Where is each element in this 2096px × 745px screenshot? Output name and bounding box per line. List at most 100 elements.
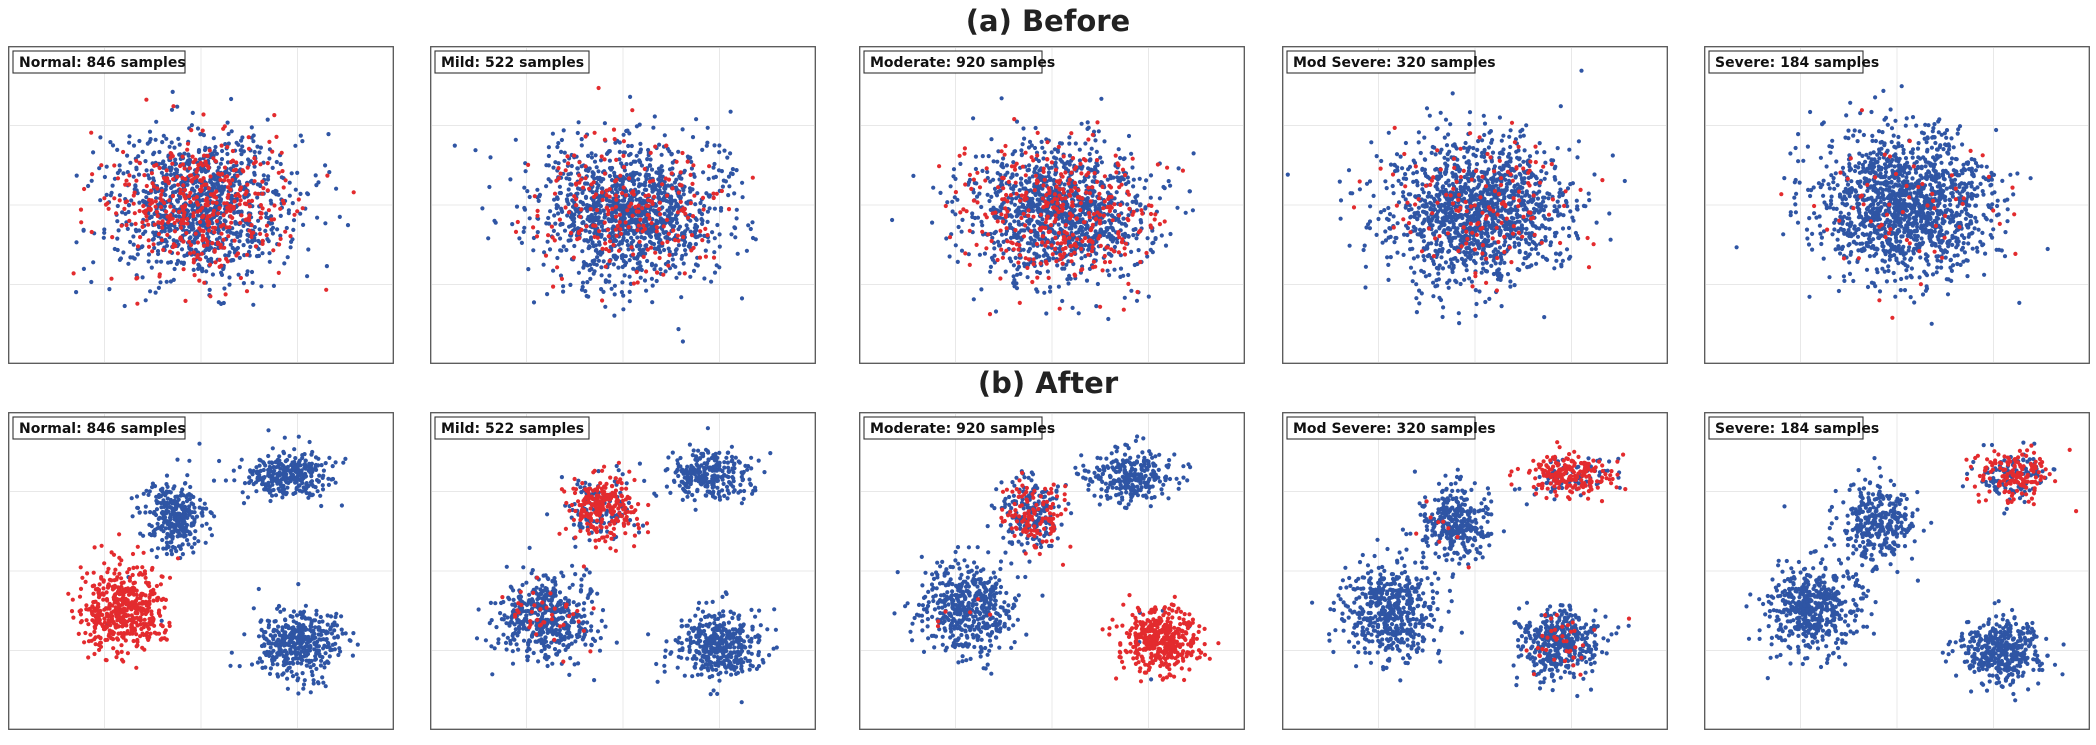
majority-sample-point [1077,179,1082,185]
minority-sample-point [153,199,158,204]
majority-sample-point [184,252,189,258]
minority-sample-point [168,204,173,209]
majority-sample-point [1191,151,1196,156]
majority-sample-point [1125,202,1130,207]
majority-sample-point [1383,238,1388,243]
majority-sample-point [651,228,656,233]
majority-sample-point [136,154,141,159]
minority-sample-point [191,211,196,216]
majority-sample-point [1032,145,1038,151]
minority-sample-point [1097,196,1102,201]
majority-sample-point [1008,235,1014,240]
minority-sample-point [660,182,665,187]
majority-sample-point [1414,170,1419,175]
majority-sample-point [728,171,734,176]
minority-sample-point [1120,167,1126,172]
minority-sample-point [213,260,218,265]
majority-sample-point [631,159,636,164]
minority-sample-point [1038,261,1043,266]
majority-sample-point [1568,209,1573,214]
minority-sample-point [223,174,228,179]
minority-sample-point [1076,188,1081,193]
majority-sample-point [676,149,681,154]
minority-sample-point [1126,218,1131,223]
minority-sample-point [1012,167,1018,172]
majority-sample-point [274,192,279,197]
majority-sample-point [561,284,566,289]
majority-sample-point [167,165,172,170]
minority-sample-point [1003,206,1008,211]
minority-sample-point [1012,164,1017,169]
minority-sample-point [267,139,272,144]
majority-sample-point [622,273,627,278]
majority-sample-point [680,253,685,259]
majority-sample-point [651,125,656,130]
minority-sample-point [577,173,582,178]
minority-sample-point [1086,252,1091,257]
minority-sample-point [574,182,579,187]
minority-sample-point [172,220,177,226]
minority-sample-point [265,188,270,193]
majority-sample-point [1148,195,1153,200]
majority-sample-point [629,235,634,240]
minority-sample-point [1098,243,1103,248]
majority-sample-point [996,243,1002,248]
minority-sample-point [640,206,645,211]
majority-sample-point [271,189,276,195]
minority-sample-point [1078,208,1083,213]
majority-sample-point [265,177,271,182]
majority-sample-point [1137,176,1142,181]
majority-sample-point [641,236,647,241]
majority-sample-point [630,220,635,225]
minority-sample-point [1013,180,1018,185]
minority-sample-point [324,287,329,292]
majority-sample-point [566,172,571,177]
majority-sample-point [159,170,164,175]
majority-sample-point [89,178,94,183]
minority-sample-point [1069,259,1074,264]
minority-sample-point [591,223,596,228]
majority-sample-point [269,227,274,232]
minority-sample-point [214,219,219,224]
minority-sample-point [719,188,724,194]
minority-sample-point [1060,261,1065,266]
majority-sample-point [1508,279,1513,284]
majority-sample-point [110,143,116,148]
majority-sample-point [1385,255,1390,260]
majority-sample-point [522,205,527,211]
majority-sample-point [1001,156,1006,161]
majority-sample-point [1424,106,1430,111]
majority-sample-point [1557,204,1562,209]
majority-sample-point [192,237,198,242]
majority-sample-point [1056,222,1061,227]
majority-sample-point [561,128,566,133]
majority-sample-point [1490,150,1496,155]
majority-sample-point [1133,199,1138,204]
majority-sample-point [599,287,604,292]
majority-sample-point [212,185,217,190]
minority-sample-point [154,162,159,167]
minority-sample-point [568,230,574,236]
majority-sample-point [953,243,958,248]
minority-sample-point [1054,184,1059,189]
majority-sample-point [647,233,653,238]
majority-sample-point [1053,160,1058,165]
majority-sample-point [305,274,310,279]
minority-sample-point [112,163,117,168]
minority-sample-point [577,160,582,165]
minority-sample-point [566,161,571,166]
minority-sample-point [1090,245,1095,250]
majority-sample-point [706,193,711,198]
minority-sample-point [645,247,650,252]
majority-sample-point [556,161,561,166]
majority-sample-point [1098,228,1103,234]
majority-sample-point [588,276,593,281]
minority-sample-point [685,215,690,220]
minority-sample-point [1122,252,1128,257]
minority-sample-point [688,200,693,206]
majority-sample-point [710,230,715,235]
majority-sample-point [567,177,572,182]
majority-sample-point [990,257,995,262]
majority-sample-point [621,205,626,210]
majority-sample-point [938,190,943,195]
